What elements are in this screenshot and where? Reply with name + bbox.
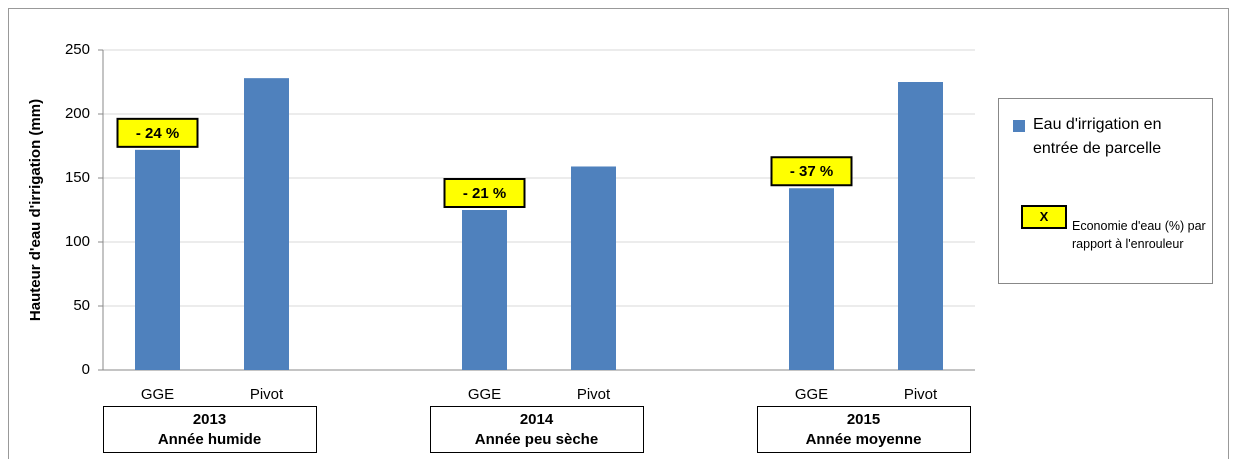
- bar: [244, 78, 289, 370]
- y-tick-label: 250: [65, 41, 90, 58]
- annotation: - 24 %: [136, 125, 179, 142]
- annotation: - 37 %: [790, 163, 833, 180]
- group-box: [430, 406, 644, 453]
- legend-note-text: Economie d'eau (%) par rapport à l'enrou…: [1072, 219, 1206, 251]
- y-tick-label: 150: [65, 169, 90, 186]
- annotation-box: [770, 156, 853, 187]
- x-tick-label: GGE: [795, 386, 828, 403]
- legend-swatch: [1013, 120, 1025, 132]
- legend-note-symbol: X: [1021, 205, 1067, 229]
- group-year: 2013: [193, 411, 226, 428]
- x-tick-label: Pivot: [904, 386, 938, 403]
- annotation-box: [116, 117, 199, 148]
- group-year: 2014: [520, 411, 554, 428]
- group-label: Année humide: [158, 431, 261, 448]
- y-tick-label: 100: [65, 233, 90, 250]
- group-label: Année peu sèche: [475, 431, 598, 448]
- group-box: [103, 406, 317, 453]
- y-tick-label: 200: [65, 105, 90, 122]
- bar: [571, 166, 616, 370]
- annotation-box: [443, 178, 526, 208]
- annotation: - 21 %: [463, 185, 506, 202]
- group-year: 2015: [847, 411, 880, 428]
- x-tick-label: GGE: [141, 386, 174, 403]
- x-tick-label: Pivot: [577, 386, 611, 403]
- legend-label: Eau d'irrigation en entrée de parcelle: [1033, 116, 1162, 157]
- group-box: [757, 406, 971, 453]
- x-tick-label: GGE: [468, 386, 501, 403]
- legend: Eau d'irrigation en entrée de parcelle X…: [998, 98, 1213, 284]
- x-tick-label: Pivot: [250, 386, 284, 403]
- bar: [462, 210, 507, 370]
- chart-frame: [8, 8, 1229, 459]
- y-tick-label: 50: [73, 297, 90, 314]
- bar: [135, 149, 180, 370]
- bar: [789, 188, 834, 370]
- y-axis-label: Hauteur d'eau d'irrigation (mm): [27, 99, 44, 321]
- y-tick-label: 0: [82, 361, 90, 378]
- group-label: Année moyenne: [806, 431, 922, 448]
- bar: [898, 82, 943, 370]
